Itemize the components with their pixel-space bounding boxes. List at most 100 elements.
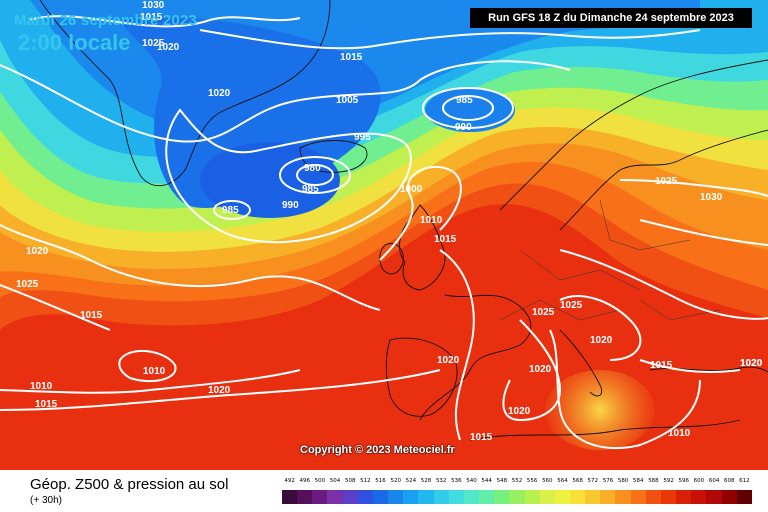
scale-label: 612 <box>739 478 750 484</box>
border-line <box>499 299 621 321</box>
isobar-line <box>639 219 768 246</box>
isobar-label: 1020 <box>208 385 231 396</box>
isobars <box>0 15 768 450</box>
border-line <box>599 199 691 251</box>
scale-swatch <box>388 490 404 504</box>
scale-label: 552 <box>511 478 523 484</box>
isobar-line <box>0 369 441 411</box>
isobar-line <box>422 87 514 129</box>
scale-label: 592 <box>663 478 674 484</box>
scale-label: 536 <box>451 478 462 484</box>
z500-band <box>200 142 340 218</box>
scale-label: 508 <box>344 478 356 484</box>
isobar-label: 1010 <box>668 428 691 439</box>
isobar-line <box>559 249 768 320</box>
isobar-label: 990 <box>282 200 299 211</box>
isobar-label: 1030 <box>142 0 165 11</box>
scale-swatch <box>524 490 540 504</box>
isobar-label: 1000 <box>400 184 423 195</box>
isobar-line <box>619 179 768 197</box>
scale-swatch <box>569 490 586 504</box>
isobar-label: 1025 <box>655 176 678 187</box>
border-line <box>639 299 721 321</box>
scale-label: 540 <box>466 478 477 484</box>
scale-label: 596 <box>678 478 690 484</box>
isobar-line <box>549 329 701 450</box>
borders <box>499 199 721 321</box>
scale-swatch <box>539 490 555 504</box>
isobar-label: 1010 <box>30 381 53 392</box>
scale-labels: 492 496 500 504 508 512 516 520 524 528 532 536 540 5… <box>282 478 752 488</box>
mediterranean-coast <box>469 419 741 441</box>
isobar-label: 1025 <box>142 38 165 49</box>
isobar-label: 1025 <box>560 300 583 311</box>
scale-swatch <box>585 490 601 504</box>
scale-label: 524 <box>405 478 417 484</box>
italy-coast <box>559 329 603 397</box>
isobar-label: 1020 <box>740 358 763 369</box>
scale-label: 492 <box>284 478 295 484</box>
scandinavia-coast <box>559 129 768 231</box>
isobar-label: 1015 <box>80 310 103 321</box>
isobar-label: 990 <box>455 122 472 133</box>
isobar-line <box>29 15 301 28</box>
scale-label: 580 <box>617 478 629 484</box>
scale-label: 504 <box>329 478 341 484</box>
isobar-label: 1025 <box>532 307 555 318</box>
z500-band <box>545 370 655 450</box>
coastlines <box>39 0 768 441</box>
scale-swatch <box>509 490 525 504</box>
scale-label: 496 <box>299 478 310 484</box>
europe-coast <box>419 294 532 421</box>
isobar-line <box>379 165 462 261</box>
isobar-line <box>439 249 475 441</box>
isobar-line <box>0 60 571 143</box>
isobar-line <box>118 349 177 383</box>
ireland-coast <box>379 243 404 275</box>
isobar-label: 1015 <box>434 234 457 245</box>
scale-label: 576 <box>602 478 614 484</box>
scale-swatch <box>372 490 389 504</box>
scale-label: 572 <box>587 478 599 484</box>
scale-label: 532 <box>435 478 447 484</box>
scale-label: 588 <box>648 478 659 484</box>
isobar-line <box>213 200 251 220</box>
isobar-line <box>559 295 642 361</box>
scale-label: 544 <box>481 478 492 484</box>
isobar-line <box>0 369 301 394</box>
isobar-label: 1015 <box>35 399 58 410</box>
scale-swatch <box>312 490 328 504</box>
isobar-label: 1015 <box>340 52 363 63</box>
scale-label: 584 <box>633 478 644 484</box>
isobar-label: 1015 <box>140 12 163 23</box>
scale-swatch <box>645 490 661 504</box>
scale-swatch <box>660 490 677 504</box>
forecast-step: (+ 30h) <box>30 495 62 506</box>
scale-swatch <box>691 490 707 504</box>
scale-swatch <box>721 490 737 504</box>
valid-date: Mardi 26 septembre 2023 <box>14 12 198 29</box>
scale-label: 516 <box>375 478 386 484</box>
scale-bar <box>282 490 752 504</box>
color-scale: 492 496 500 504 508 512 516 520 524 528 532 536 540 5… <box>282 478 752 506</box>
greenland-coast <box>39 0 331 187</box>
valid-hour: 2:00 locale <box>18 30 131 55</box>
isobar-line <box>0 284 111 331</box>
isobar-label: 985 <box>456 95 473 106</box>
isobar-label: 1020 <box>208 88 231 99</box>
isobar-label: 980 <box>304 163 321 174</box>
isobar-label: 1020 <box>437 355 460 366</box>
scale-swatch <box>736 490 752 504</box>
isobar-label: 1015 <box>650 360 673 371</box>
isobar-line <box>279 156 351 194</box>
scale-label: 512 <box>360 478 371 484</box>
scale-swatch <box>327 490 343 504</box>
scale-swatch <box>357 490 373 504</box>
isobar-labels: 1030101510251020101510051020985990995980… <box>16 0 763 443</box>
britain-coast <box>399 204 446 291</box>
scale-label: 548 <box>496 478 508 484</box>
scale-label: 560 <box>542 478 553 484</box>
isobar-line <box>165 108 412 244</box>
isobar-line <box>639 359 741 373</box>
isobar-label: 1020 <box>529 364 552 375</box>
